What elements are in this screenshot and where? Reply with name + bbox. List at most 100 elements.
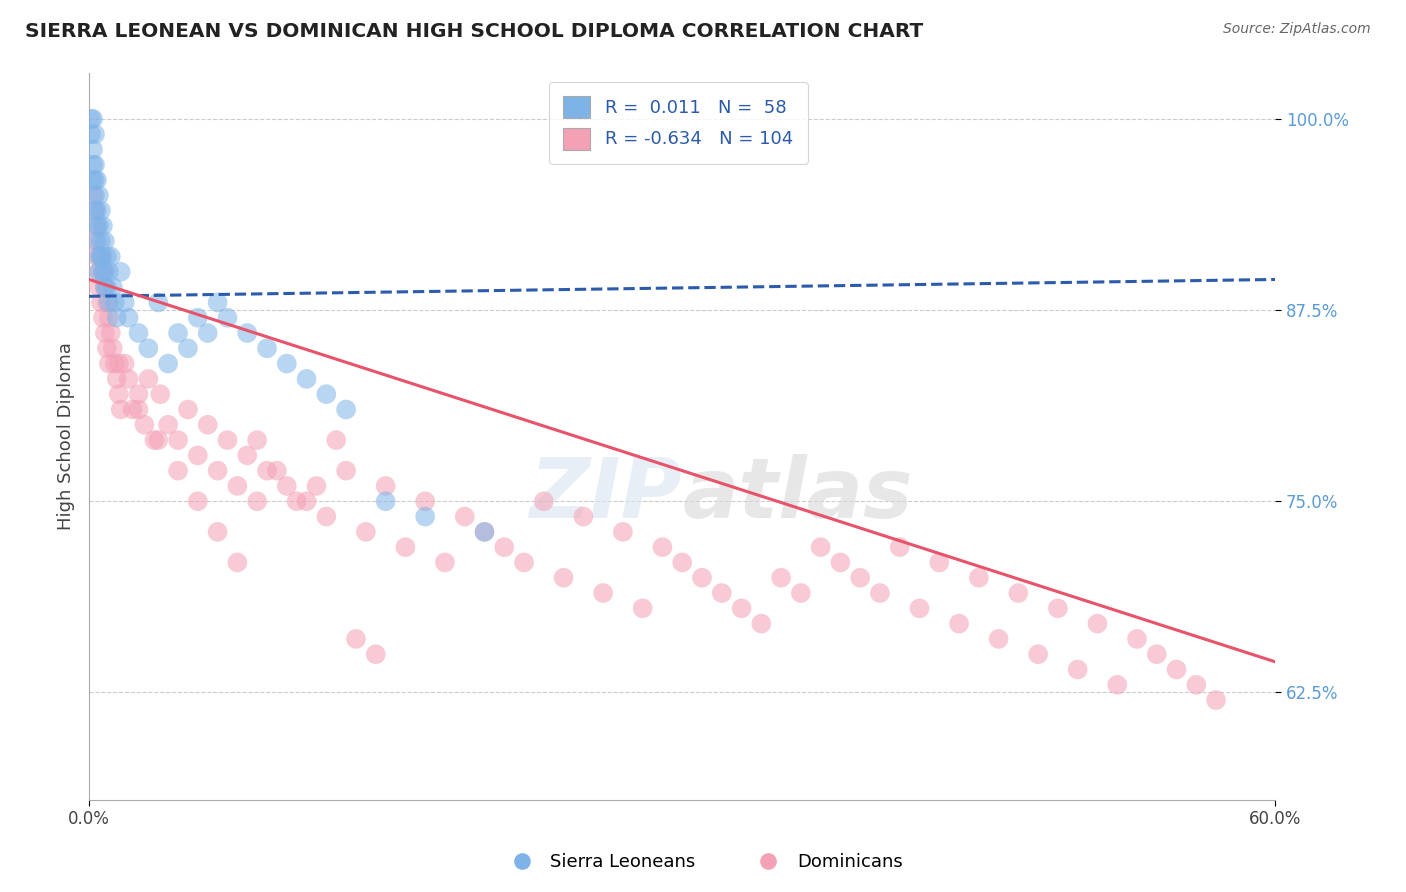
- Point: [849, 571, 872, 585]
- Point: [90, 295, 112, 310]
- Point: [90, 250, 112, 264]
- Point: [97, 310, 120, 325]
- Point: [177, 341, 200, 355]
- Point: [1026, 647, 1049, 661]
- Point: [266, 464, 288, 478]
- Point: [110, 265, 132, 279]
- Point: [91, 250, 114, 264]
- Point: [91, 265, 114, 279]
- Point: [612, 524, 634, 539]
- Point: [94, 326, 117, 340]
- Point: [114, 295, 136, 310]
- Point: [114, 357, 136, 371]
- Point: [364, 647, 387, 661]
- Point: [107, 387, 129, 401]
- Point: [97, 295, 120, 310]
- Point: [325, 433, 347, 447]
- Point: [90, 203, 112, 218]
- Point: [810, 540, 832, 554]
- Text: SIERRA LEONEAN VS DOMINICAN HIGH SCHOOL DIPLOMA CORRELATION CHART: SIERRA LEONEAN VS DOMINICAN HIGH SCHOOL …: [25, 22, 924, 41]
- Point: [710, 586, 733, 600]
- Point: [87, 265, 110, 279]
- Point: [256, 341, 278, 355]
- Point: [94, 280, 117, 294]
- Y-axis label: High School Diploma: High School Diploma: [58, 343, 75, 530]
- Point: [167, 433, 190, 447]
- Point: [246, 494, 269, 508]
- Point: [246, 433, 269, 447]
- Point: [157, 417, 180, 432]
- Point: [967, 571, 990, 585]
- Point: [433, 556, 456, 570]
- Point: [869, 586, 891, 600]
- Point: [82, 112, 104, 126]
- Point: [790, 586, 813, 600]
- Point: [87, 219, 110, 233]
- Point: [1146, 647, 1168, 661]
- Point: [94, 265, 117, 279]
- Point: [84, 127, 107, 141]
- Point: [157, 357, 180, 371]
- Point: [91, 265, 114, 279]
- Point: [226, 556, 249, 570]
- Point: [90, 234, 112, 248]
- Point: [96, 341, 118, 355]
- Point: [494, 540, 516, 554]
- Point: [100, 250, 122, 264]
- Point: [149, 387, 172, 401]
- Point: [128, 326, 150, 340]
- Point: [187, 494, 209, 508]
- Point: [394, 540, 416, 554]
- Point: [295, 372, 318, 386]
- Point: [121, 402, 143, 417]
- Point: [207, 524, 229, 539]
- Point: [1066, 663, 1088, 677]
- Point: [572, 509, 595, 524]
- Point: [236, 449, 259, 463]
- Point: [82, 158, 104, 172]
- Point: [82, 188, 104, 202]
- Point: [87, 250, 110, 264]
- Point: [830, 556, 852, 570]
- Point: [315, 509, 337, 524]
- Point: [276, 479, 298, 493]
- Point: [86, 203, 108, 218]
- Point: [276, 357, 298, 371]
- Point: [86, 250, 108, 264]
- Point: [305, 479, 328, 493]
- Point: [256, 464, 278, 478]
- Point: [148, 295, 170, 310]
- Point: [177, 402, 200, 417]
- Point: [454, 509, 477, 524]
- Point: [236, 326, 259, 340]
- Point: [138, 341, 160, 355]
- Point: [110, 402, 132, 417]
- Point: [117, 372, 139, 386]
- Point: [87, 280, 110, 294]
- Point: [197, 326, 219, 340]
- Point: [1107, 678, 1129, 692]
- Point: [1087, 616, 1109, 631]
- Point: [97, 357, 120, 371]
- Point: [97, 265, 120, 279]
- Point: [107, 357, 129, 371]
- Point: [217, 310, 239, 325]
- Point: [413, 509, 436, 524]
- Point: [207, 295, 229, 310]
- Point: [100, 326, 122, 340]
- Point: [631, 601, 654, 615]
- Point: [1046, 601, 1069, 615]
- Point: [128, 387, 150, 401]
- Point: [91, 219, 114, 233]
- Point: [513, 556, 536, 570]
- Point: [187, 310, 209, 325]
- Point: [86, 234, 108, 248]
- Point: [82, 173, 104, 187]
- Point: [167, 326, 190, 340]
- Point: [354, 524, 377, 539]
- Point: [197, 417, 219, 432]
- Point: [285, 494, 308, 508]
- Point: [533, 494, 555, 508]
- Text: ZIP: ZIP: [530, 454, 682, 535]
- Point: [84, 234, 107, 248]
